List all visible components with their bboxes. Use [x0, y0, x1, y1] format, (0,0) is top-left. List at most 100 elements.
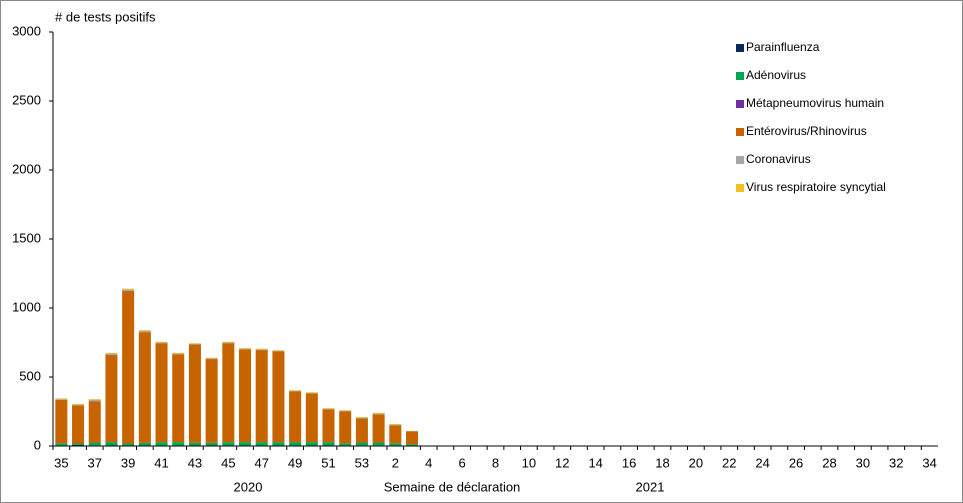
- bar-segment: [255, 349, 268, 351]
- bar-segment: [55, 399, 68, 444]
- bar-segment: [72, 444, 85, 446]
- bar-segment: [138, 330, 151, 331]
- bar-segment: [239, 348, 252, 350]
- x-tick-label: 16: [622, 455, 636, 470]
- bar-segment: [305, 442, 318, 446]
- bar-segment: [188, 343, 201, 344]
- bar-segment: [322, 409, 335, 443]
- bar-segment: [88, 442, 101, 446]
- x-tick-label: 53: [355, 455, 369, 470]
- bar-segment: [239, 348, 252, 349]
- bar-segment: [389, 443, 402, 446]
- x-tick-label: 2: [392, 455, 399, 470]
- bar-segment: [239, 442, 252, 446]
- bar-segment: [372, 413, 385, 415]
- bar-segment: [372, 414, 385, 443]
- bar-segment: [355, 417, 368, 419]
- bar-segment: [155, 341, 168, 343]
- bar-segment: [355, 417, 368, 418]
- bar-segment: [155, 442, 168, 446]
- bar-segment: [138, 330, 151, 333]
- bar-segment: [105, 354, 118, 443]
- bar-segment: [72, 404, 85, 406]
- bar-segment: [222, 342, 235, 344]
- bar-segment: [289, 390, 302, 392]
- bar-segment: [305, 392, 318, 393]
- bar-segment: [305, 392, 318, 394]
- x-tick-label: 34: [922, 455, 936, 470]
- bar-segment: [339, 411, 352, 444]
- bar-segment: [155, 342, 168, 344]
- bar-segment: [172, 354, 185, 443]
- x-tick-label: 12: [555, 455, 569, 470]
- x-tick-label: 26: [789, 455, 803, 470]
- bar-segment: [55, 443, 68, 446]
- bar-segment: [339, 410, 352, 411]
- legend-label: Adénovirus: [746, 68, 806, 82]
- bar-segment: [255, 348, 268, 350]
- bar-segment: [205, 359, 218, 443]
- bar-segment: [105, 352, 118, 354]
- bar-segment: [88, 401, 101, 443]
- legend-swatch: [736, 156, 744, 164]
- bar-segment: [255, 442, 268, 446]
- bar-segment: [239, 349, 252, 443]
- bar-segment: [372, 412, 385, 414]
- bar-segment: [322, 408, 335, 410]
- x-tick-label: 22: [722, 455, 736, 470]
- x-tick-label: 51: [321, 455, 335, 470]
- bar-segment: [88, 399, 101, 400]
- x-tick-label: 32: [889, 455, 903, 470]
- bar-segment: [405, 431, 419, 445]
- bar-segment: [389, 423, 402, 425]
- y-tick-label: 1000: [12, 299, 41, 314]
- bar-segment: [222, 442, 235, 446]
- bar-segment: [188, 343, 201, 345]
- bar-segment: [272, 350, 285, 352]
- bar-segment: [55, 398, 68, 400]
- bar-segment: [372, 442, 385, 446]
- bar-segment: [138, 332, 151, 443]
- bar-segment: [305, 393, 318, 443]
- bar-segment: [55, 399, 68, 400]
- legend-label: Entérovirus/Rhinovirus: [746, 124, 867, 138]
- legend-swatch: [736, 184, 744, 192]
- legend-label: Parainfluenza: [746, 40, 820, 54]
- bar-segment: [389, 425, 402, 444]
- y-tick-label: 2000: [12, 161, 41, 176]
- bar-segment: [205, 358, 218, 360]
- bar-segment: [172, 442, 185, 446]
- x-tick-label: 41: [154, 455, 168, 470]
- x-tick-label: 30: [856, 455, 870, 470]
- legend-swatch: [736, 100, 744, 108]
- x-tick-label: 43: [188, 455, 202, 470]
- bar-segment: [255, 350, 268, 443]
- y-tick-label: 2500: [12, 92, 41, 107]
- legend-swatch: [736, 44, 744, 52]
- bar-segment: [289, 390, 302, 391]
- bar-segment: [405, 444, 419, 446]
- bar-segment: [105, 353, 118, 355]
- bar-segment: [122, 288, 135, 290]
- y-axis-title: # de tests positifs: [55, 9, 156, 24]
- x-tick-label: 18: [655, 455, 669, 470]
- bar-segment: [289, 442, 302, 446]
- year-label: 2020: [234, 479, 263, 494]
- bar-segment: [389, 424, 402, 426]
- y-tick-label: 500: [19, 368, 41, 383]
- legend-label: Virus respiratoire syncytial: [746, 180, 886, 194]
- legend-swatch: [736, 128, 744, 136]
- y-tick-label: 0: [34, 437, 41, 452]
- x-tick-label: 39: [121, 455, 135, 470]
- bar-segment: [172, 352, 185, 354]
- x-tick-label: 47: [254, 455, 268, 470]
- x-tick-label: 28: [822, 455, 836, 470]
- x-tick-label: 8: [492, 455, 499, 470]
- bar-segment: [72, 403, 85, 405]
- bar-segment: [88, 399, 101, 402]
- x-tick-label: 6: [458, 455, 465, 470]
- x-tick-label: 49: [288, 455, 302, 470]
- bar-segment: [339, 443, 352, 446]
- bar-segment: [272, 350, 285, 351]
- bar-segment: [355, 418, 368, 443]
